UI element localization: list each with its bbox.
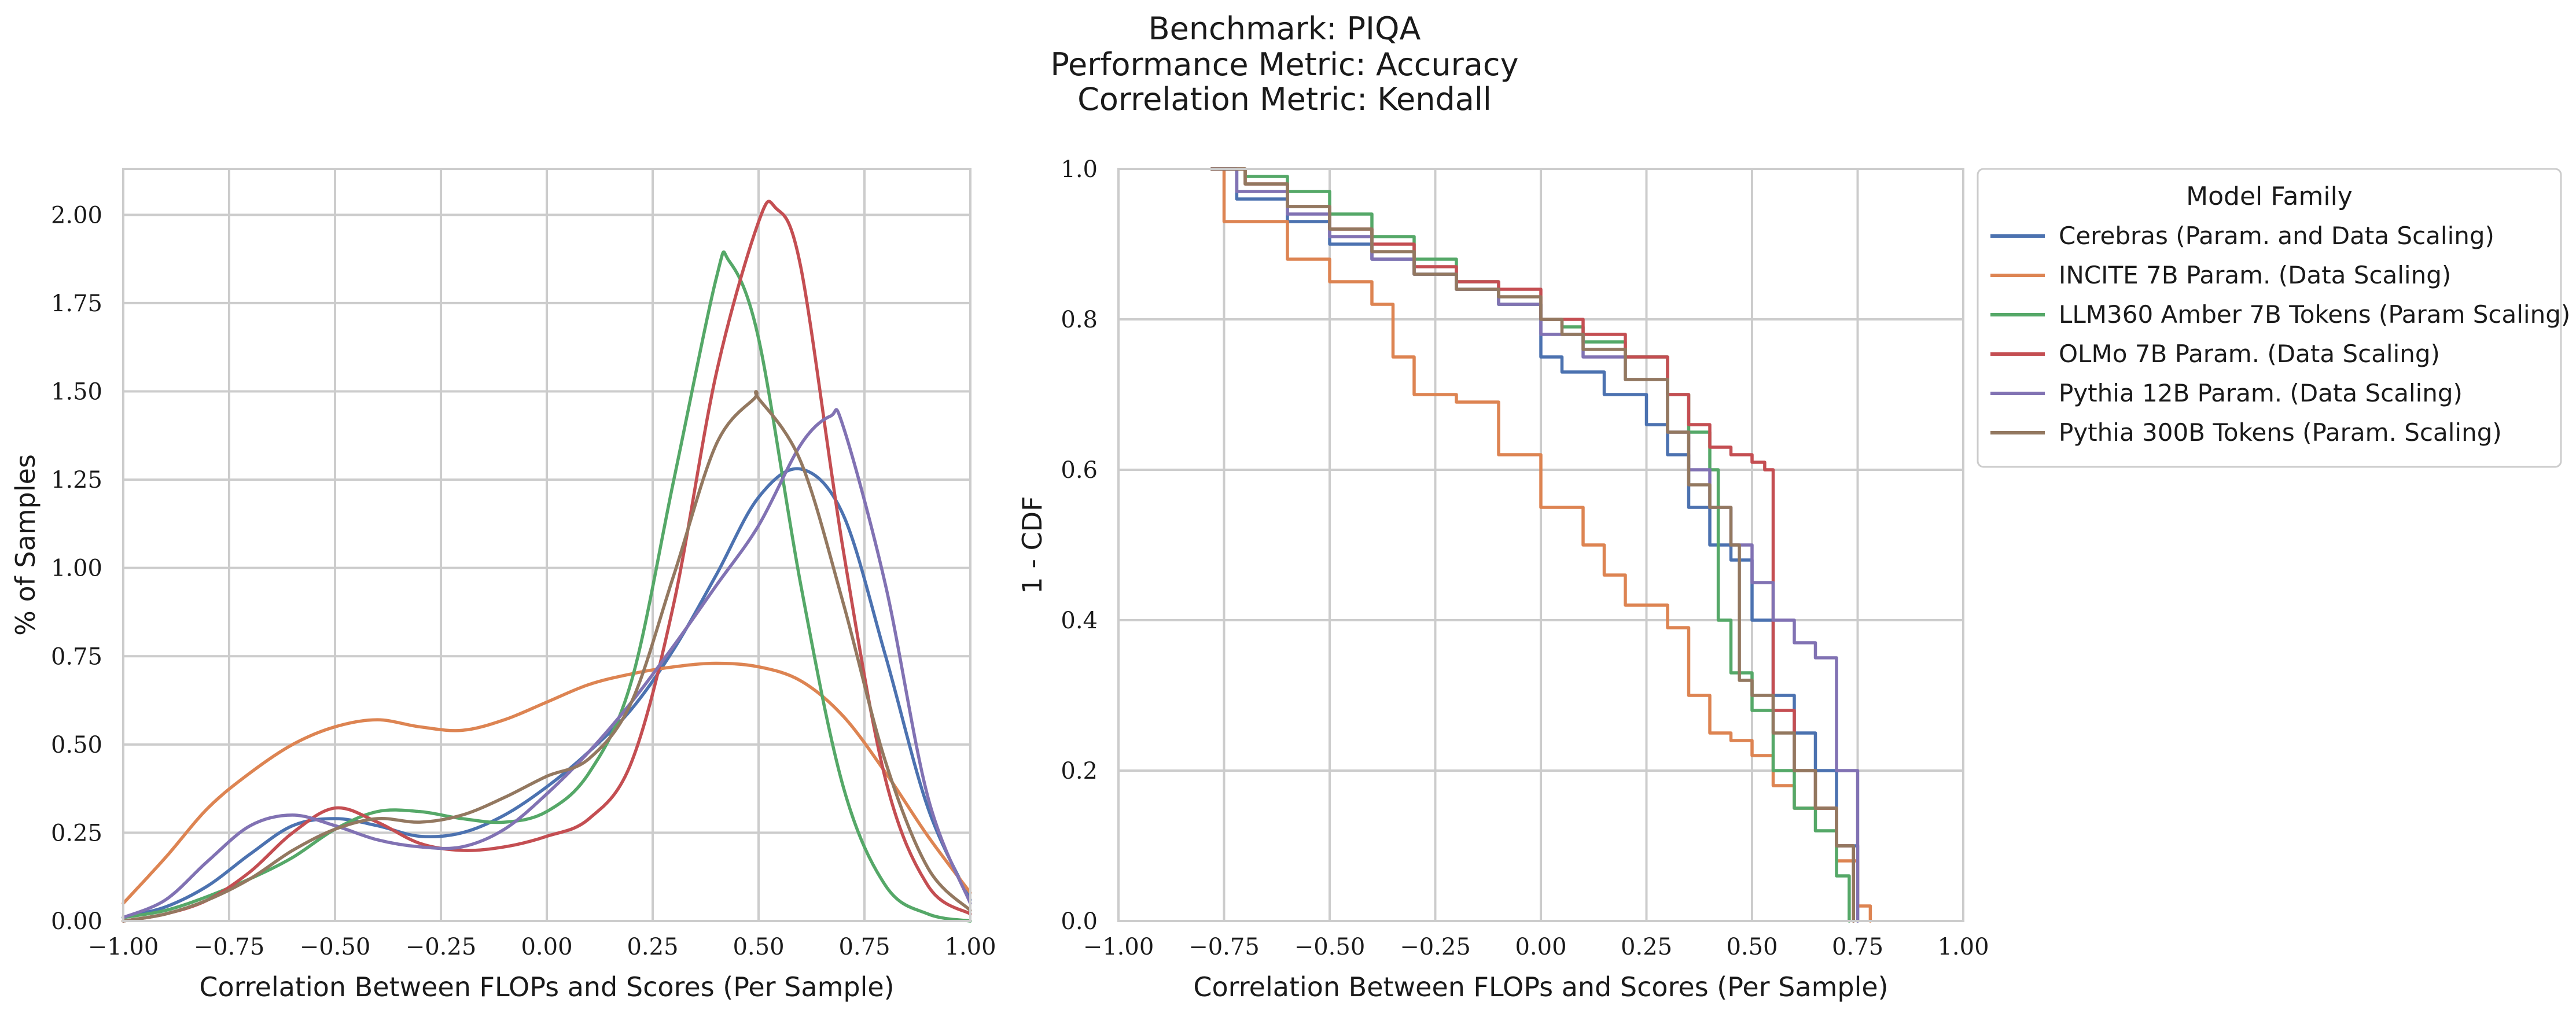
legend-entry: Pythia 12B Param. (Data Scaling) — [1990, 379, 2463, 407]
series-line-incite-7b-param-data-scaling — [1209, 167, 1872, 923]
y-tick-label: 1.00 — [51, 555, 102, 582]
x-tick-labels: −1.00 −0.75 −0.50 −0.25 0.00 0.25 0.50 0.75 1.00 — [1083, 934, 1989, 960]
legend-entry: Cerebras (Param. and Data Scaling) — [1990, 222, 2494, 250]
x-axis-label: Correlation Between FLOPs and Scores (Pe… — [1193, 971, 1888, 1003]
y-tick-label: 0.6 — [1061, 457, 1098, 484]
x-tick-label: 0.75 — [838, 934, 890, 960]
figure-title: Benchmark: PIQA Performance Metric: Accu… — [1050, 10, 1518, 117]
y-tick-label: 0.00 — [51, 908, 102, 935]
y-tick-labels: 0.00 0.25 0.50 0.75 1.00 1.25 1.50 1.75 2.00 — [51, 202, 102, 935]
series-line-cerebras-param-and-data-scaling — [122, 467, 972, 919]
plot-frame — [122, 168, 971, 922]
x-tick-label: −0.50 — [1294, 934, 1366, 960]
series-group — [1209, 167, 1872, 923]
x-tick-label: −0.25 — [406, 934, 477, 960]
y-tick-label: 0.25 — [51, 820, 102, 846]
x-tick-label: −1.00 — [1083, 934, 1154, 960]
x-tick-label: 1.00 — [944, 934, 996, 960]
legend-label: INCITE 7B Param. (Data Scaling) — [2059, 261, 2451, 289]
x-tick-label: −0.75 — [1188, 934, 1260, 960]
x-tick-label: 1.00 — [1937, 934, 1989, 960]
series-line-pythia-300b-tokens-param-scaling — [1209, 167, 1855, 923]
y-tick-label: 0.50 — [51, 732, 102, 758]
x-tick-label: 0.25 — [1621, 934, 1672, 960]
x-axis-label: Correlation Between FLOPs and Scores (Pe… — [199, 971, 894, 1003]
legend-entry: LLM360 Amber 7B Tokens (Param Scaling) — [1990, 300, 2570, 329]
x-tick-label: 0.50 — [1726, 934, 1778, 960]
series-line-llm360-amber-7b-tokens-param-scaling — [122, 250, 972, 923]
y-tick-label: 1.75 — [51, 290, 102, 317]
y-tick-label: 1.50 — [51, 379, 102, 406]
x-tick-label: 0.00 — [521, 934, 572, 960]
y-tick-label: 0.2 — [1061, 758, 1098, 784]
series-line-incite-7b-param-data-scaling — [122, 661, 972, 905]
legend-entry: Pythia 300B Tokens (Param. Scaling) — [1990, 418, 2502, 447]
y-tick-label: 0.8 — [1061, 307, 1098, 333]
legend-title: Model Family — [2186, 182, 2353, 211]
x-tick-label: −0.25 — [1400, 934, 1471, 960]
y-tick-label: 2.00 — [51, 202, 102, 229]
kde-plot-panel: −1.00 −0.75 −0.50 −0.25 0.00 0.25 0.50 0.75 1.00… — [10, 168, 996, 1003]
y-tick-label: 1.0 — [1061, 156, 1098, 183]
legend-box — [1977, 168, 2562, 468]
grid — [122, 169, 971, 922]
legend-label: OLMo 7B Param. (Data Scaling) — [2059, 340, 2440, 368]
x-tick-labels: −1.00 −0.75 −0.50 −0.25 0.00 0.25 0.50 0.75 1.00 — [88, 934, 996, 960]
x-tick-label: −1.00 — [88, 934, 159, 960]
x-tick-label: 0.00 — [1515, 934, 1566, 960]
y-tick-label: 0.4 — [1061, 607, 1098, 634]
y-tick-label: 0.0 — [1061, 908, 1098, 935]
y-axis-label: 1 - CDF — [1017, 496, 1048, 594]
plot-frame — [1117, 168, 1964, 922]
series-line-pythia-300b-tokens-param-scaling — [122, 390, 972, 923]
legend: Model Family Cerebras (Param. and Data Sc… — [1977, 168, 2570, 468]
y-axis-label: % of Samples — [10, 454, 41, 636]
series-group — [122, 200, 972, 923]
x-tick-label: −0.50 — [300, 934, 371, 960]
title-line-correlation-metric: Correlation Metric: Kendall — [1077, 81, 1492, 117]
y-tick-labels: 0.0 0.2 0.4 0.6 0.8 1.0 — [1061, 156, 1098, 935]
survival-plot-panel: −1.00 −0.75 −0.50 −0.25 0.00 0.25 0.50 0.75 1.00… — [1017, 156, 1989, 1003]
y-tick-label: 1.25 — [51, 467, 102, 493]
series-line-olmo-7b-param-data-scaling — [1209, 167, 1855, 923]
x-tick-label: 0.25 — [627, 934, 678, 960]
series-line-olmo-7b-param-data-scaling — [122, 200, 972, 923]
legend-entry: INCITE 7B Param. (Data Scaling) — [1990, 261, 2451, 289]
x-tick-label: −0.75 — [194, 934, 265, 960]
y-tick-label: 0.75 — [51, 643, 102, 670]
title-line-benchmark: Benchmark: PIQA — [1149, 10, 1421, 47]
legend-label: Pythia 12B Param. (Data Scaling) — [2059, 379, 2463, 407]
series-line-cerebras-param-and-data-scaling — [1209, 167, 1860, 923]
title-line-performance-metric: Performance Metric: Accuracy — [1050, 46, 1518, 83]
x-tick-label: 0.75 — [1832, 934, 1883, 960]
legend-label: LLM360 Amber 7B Tokens (Param Scaling) — [2059, 300, 2570, 329]
legend-label: Cerebras (Param. and Data Scaling) — [2059, 222, 2494, 250]
legend-label: Pythia 300B Tokens (Param. Scaling) — [2059, 418, 2502, 447]
series-line-pythia-12b-param-data-scaling — [1209, 167, 1860, 923]
x-tick-label: 0.50 — [733, 934, 784, 960]
legend-entry: OLMo 7B Param. (Data Scaling) — [1990, 340, 2440, 368]
